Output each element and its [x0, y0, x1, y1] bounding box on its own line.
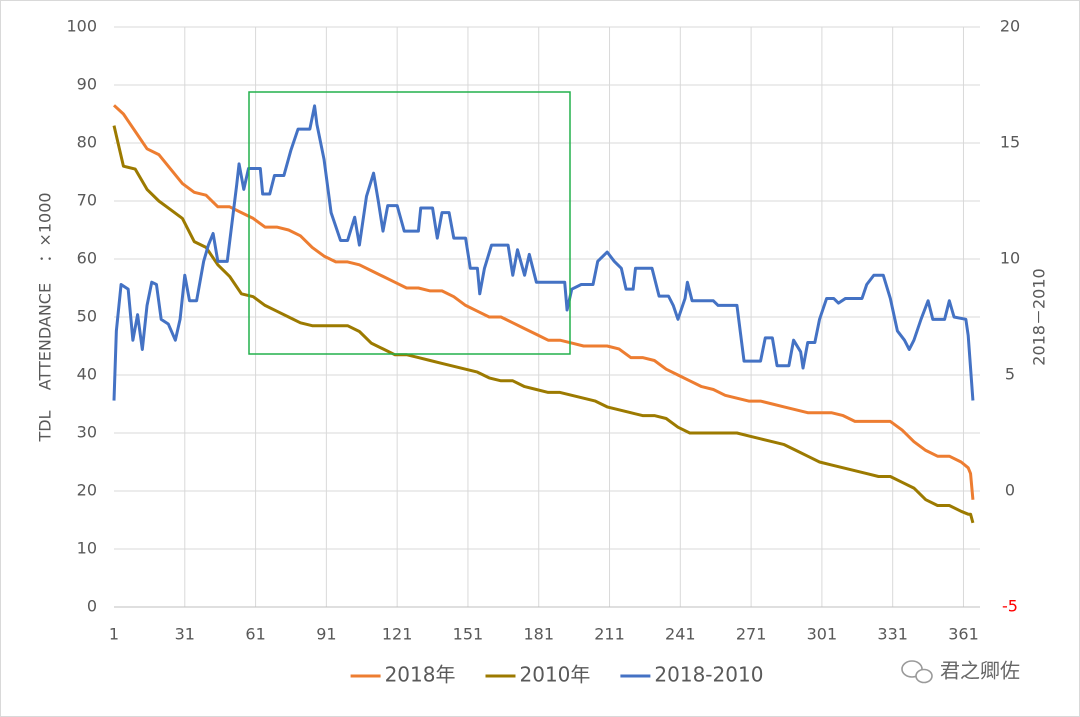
y-tick-label: 20	[77, 481, 97, 500]
y2-axis-label: 2018－2010	[1030, 268, 1049, 365]
line-layer	[112, 104, 975, 524]
watermark: 君之卿佐	[901, 659, 1020, 684]
y-tick-label: 100	[66, 17, 97, 36]
y-tick-label: 90	[77, 75, 97, 94]
y2-tick-label: 15	[1000, 133, 1020, 152]
x-tick-label: 181	[523, 625, 554, 644]
y-tick-label: 60	[77, 249, 97, 268]
legend-item: 2010年	[485, 663, 590, 687]
x-tick-label: 301	[807, 625, 838, 644]
y-tick-label: 80	[77, 133, 97, 152]
x-tick-label: 91	[316, 625, 336, 644]
y-tick-label: 70	[77, 191, 97, 210]
x-tick-label: 61	[245, 625, 265, 644]
x-tick-label: 1	[109, 625, 119, 644]
x-tick-label: 271	[736, 625, 767, 644]
y2-tick-label: 10	[1000, 249, 1020, 268]
y2-tick-label: 5	[1005, 365, 1015, 384]
y-tick-label: 50	[77, 307, 97, 326]
series-line	[112, 104, 975, 401]
x-tick-label: 241	[665, 625, 696, 644]
y-axis-label: TDL ATTENDANCE ：×1000	[36, 192, 55, 442]
watermark-text: 君之卿佐	[940, 659, 1020, 683]
y2-tick-label: 20	[1000, 17, 1020, 36]
x-tick-label: 151	[453, 625, 484, 644]
y2-tick-label: -5	[1002, 597, 1018, 616]
legend: 2018年 2010年 2018-2010	[350, 663, 763, 687]
y2-tick-label: 0	[1005, 481, 1015, 500]
x-tick-label: 331	[877, 625, 908, 644]
legend-label: 2018年	[385, 663, 456, 687]
y-tick-label: 30	[77, 423, 97, 442]
legend-label: 2018-2010	[654, 663, 763, 687]
x-tick-label: 31	[175, 625, 195, 644]
y-tick-label: 10	[77, 539, 97, 558]
legend-label: 2010年	[519, 663, 590, 687]
series-line	[112, 125, 975, 524]
y-tick-label: 40	[77, 365, 97, 384]
y-tick-label: 0	[87, 597, 97, 616]
series-line	[112, 104, 975, 500]
legend-item: 2018-2010	[620, 663, 763, 687]
x-tick-label: 211	[594, 625, 625, 644]
grid-layer	[114, 26, 980, 608]
watermark-icon	[915, 668, 933, 684]
x-tick-label: 121	[382, 625, 413, 644]
legend-item: 2018年	[350, 663, 456, 687]
x-tick-label: 361	[948, 625, 979, 644]
highlight-box	[248, 91, 571, 355]
